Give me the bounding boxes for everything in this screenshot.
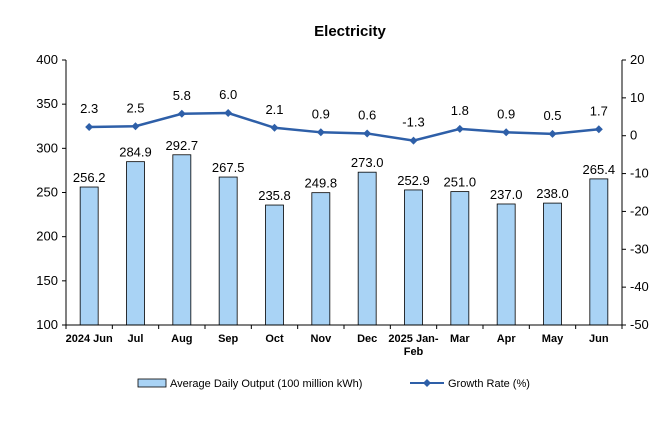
bar-value-label: 267.5 bbox=[212, 160, 245, 175]
right-tick-label: 10 bbox=[630, 90, 644, 105]
growth-rate-value-label: 1.8 bbox=[451, 103, 469, 118]
bar bbox=[265, 204, 284, 326]
growth-rate-line bbox=[89, 111, 599, 142]
growth-rate-point bbox=[594, 125, 603, 134]
bar bbox=[543, 202, 562, 326]
bar-value-label: 284.9 bbox=[119, 145, 152, 160]
bar-data-labels: 256.2 284.9 292.7 267.5 235.8 249.8 273.0 252.9… bbox=[73, 138, 615, 203]
bar-value-label: 235.8 bbox=[258, 188, 291, 203]
growth-rate-point bbox=[177, 109, 186, 118]
right-y-axis: -50 -40 -30 -20 -10 0 10 20 bbox=[621, 52, 649, 332]
growth-rate-point bbox=[502, 128, 511, 137]
growth-rate-point bbox=[363, 129, 372, 138]
bar bbox=[126, 161, 145, 326]
x-category-label: Oct bbox=[265, 333, 284, 345]
growth-rate-point bbox=[131, 122, 140, 131]
x-category-label: Apr bbox=[497, 333, 517, 345]
line-series bbox=[85, 109, 603, 145]
x-category-label: Aug bbox=[171, 333, 192, 345]
bar bbox=[79, 186, 99, 326]
right-tick-label: -40 bbox=[630, 279, 649, 294]
growth-rate-value-label: 2.5 bbox=[126, 100, 144, 115]
left-y-axis: 100 150 200 250 300 350 400 bbox=[36, 52, 67, 332]
left-tick-label: 350 bbox=[36, 96, 58, 111]
bar bbox=[172, 154, 192, 326]
bar-value-label: 238.0 bbox=[536, 186, 569, 201]
bar bbox=[589, 178, 609, 326]
right-tick-label: 20 bbox=[630, 52, 644, 67]
bar-value-label: 237.0 bbox=[490, 187, 523, 202]
growth-rate-value-label: 0.6 bbox=[358, 107, 376, 122]
legend: Average Daily Output (100 million kWh) G… bbox=[137, 378, 530, 390]
growth-rate-value-label: -1.3 bbox=[402, 115, 424, 130]
legend-bar-swatch bbox=[137, 378, 167, 388]
growth-rate-point bbox=[224, 109, 233, 117]
left-tick-label: 300 bbox=[36, 140, 58, 155]
bar-value-label: 251.0 bbox=[444, 175, 477, 190]
bar bbox=[450, 191, 470, 326]
left-tick-label: 250 bbox=[36, 185, 58, 200]
x-category-label-line: Feb bbox=[404, 346, 424, 358]
bar-value-label: 292.7 bbox=[166, 138, 199, 153]
legend-line-marker bbox=[423, 379, 431, 387]
growth-rate-value-label: 0.9 bbox=[312, 106, 330, 121]
bar-series bbox=[79, 154, 609, 326]
x-category-label-line: 2025 Jan- bbox=[388, 333, 438, 345]
right-tick-label: -20 bbox=[630, 203, 649, 218]
growth-rate-value-label: 5.8 bbox=[173, 88, 191, 103]
bar bbox=[404, 189, 423, 326]
bar-value-label: 256.2 bbox=[73, 170, 106, 185]
growth-rate-point bbox=[548, 129, 557, 138]
growth-rate-point bbox=[409, 136, 418, 145]
right-tick-label: -50 bbox=[630, 317, 649, 332]
bar bbox=[311, 192, 331, 326]
right-tick-label: -10 bbox=[630, 166, 649, 181]
growth-rate-value-label: 0.9 bbox=[497, 106, 515, 121]
growth-rate-point bbox=[270, 123, 279, 132]
growth-rate-point bbox=[85, 123, 94, 132]
x-axis: 2024 Jun Jul Aug Sep Oct Nov Dec 2025 Jan-Feb Ma… bbox=[65, 324, 623, 358]
growth-rate-point bbox=[316, 128, 325, 137]
growth-rate-value-label: 1.7 bbox=[590, 103, 608, 118]
growth-rate-value-label: 2.1 bbox=[265, 102, 283, 117]
x-category-label: Jul bbox=[128, 333, 144, 345]
x-category-label: Sep bbox=[218, 333, 238, 345]
growth-rate-value-label: 2.3 bbox=[80, 101, 98, 116]
line-data-labels: 2.3 2.5 5.8 6.0 2.1 0.9 0.6 -1.3 1.8 0.9 0.5 1.7 bbox=[80, 87, 608, 130]
left-tick-label: 100 bbox=[36, 317, 58, 332]
bar bbox=[496, 203, 516, 326]
bar-value-label: 273.0 bbox=[351, 155, 384, 170]
x-category-label: May bbox=[542, 333, 564, 345]
x-category-label: Dec bbox=[357, 333, 377, 345]
left-tick-label: 150 bbox=[36, 273, 58, 288]
bar-value-label: 249.8 bbox=[305, 176, 338, 191]
chart-title: Electricity bbox=[314, 23, 386, 40]
x-category-label: Jun bbox=[589, 333, 609, 345]
x-category-label: 2024 Jun bbox=[66, 333, 113, 345]
growth-rate-point bbox=[455, 124, 464, 133]
x-category-label: Nov bbox=[310, 333, 332, 345]
bar bbox=[218, 176, 238, 326]
left-tick-label: 200 bbox=[36, 229, 58, 244]
bar bbox=[357, 171, 377, 326]
left-tick-label: 400 bbox=[36, 52, 58, 67]
bar-value-label: 265.4 bbox=[583, 162, 616, 177]
legend-bar-label: Average Daily Output (100 million kWh) bbox=[170, 378, 362, 390]
right-tick-label: -30 bbox=[630, 241, 649, 256]
growth-rate-value-label: 0.5 bbox=[543, 108, 561, 123]
x-category-label: Mar bbox=[450, 333, 470, 345]
legend-line-label: Growth Rate (%) bbox=[448, 378, 530, 390]
x-category-label: 2025 Jan-Feb bbox=[388, 333, 438, 358]
bar-value-label: 252.9 bbox=[397, 173, 430, 188]
growth-rate-value-label: 6.0 bbox=[219, 87, 237, 102]
right-tick-label: 0 bbox=[630, 128, 637, 143]
